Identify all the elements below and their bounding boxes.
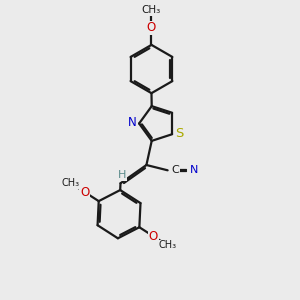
Text: CH₃: CH₃ [62,178,80,188]
Text: O: O [149,230,158,243]
Text: O: O [80,186,89,199]
Text: N: N [190,165,198,175]
Text: CH₃: CH₃ [141,5,160,15]
Text: C: C [172,165,179,175]
Text: S: S [175,127,183,140]
Text: N: N [128,116,137,129]
Text: H: H [118,170,126,180]
Text: CH₃: CH₃ [158,240,176,250]
Text: O: O [147,21,156,34]
